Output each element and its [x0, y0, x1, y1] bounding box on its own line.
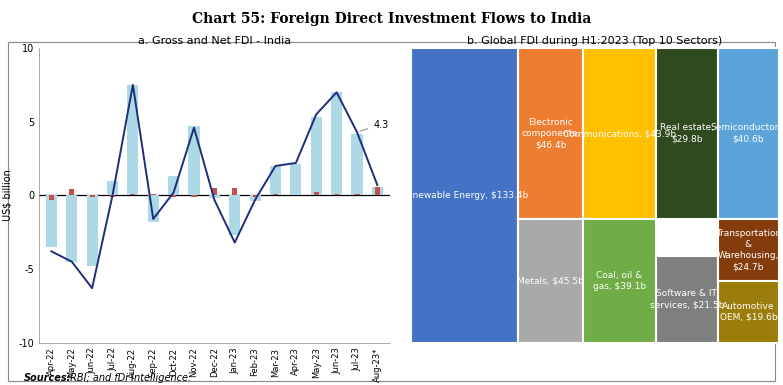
- Text: 4.3: 4.3: [359, 120, 388, 131]
- Total: [128, 83, 138, 87]
- Bar: [49, 196, 54, 200]
- Bar: [273, 194, 278, 196]
- Total: [108, 193, 117, 198]
- Total: [230, 240, 240, 245]
- Line: Total: Total: [52, 85, 377, 288]
- Bar: [718, 219, 779, 281]
- Bar: [372, 187, 383, 196]
- Total: [169, 190, 179, 195]
- Title: a. Gross and Net FDI - India: a. Gross and Net FDI - India: [138, 36, 291, 46]
- Bar: [583, 219, 656, 343]
- Total: [332, 90, 341, 95]
- Bar: [89, 196, 95, 197]
- Bar: [518, 219, 583, 343]
- Bar: [171, 196, 176, 197]
- Bar: [270, 166, 281, 196]
- Total: [149, 217, 158, 221]
- Bar: [86, 196, 98, 266]
- Bar: [110, 196, 115, 197]
- Bar: [718, 281, 779, 343]
- Bar: [253, 196, 258, 197]
- Bar: [718, 48, 779, 219]
- Bar: [107, 181, 118, 196]
- Total: [271, 164, 280, 168]
- Total: [291, 161, 301, 165]
- Text: RBI; and fDi Intelligence.: RBI; and fDi Intelligence.: [67, 373, 191, 383]
- Total: [88, 286, 97, 290]
- Text: Automotive
OEM, $19.6b: Automotive OEM, $19.6b: [720, 302, 778, 322]
- Bar: [314, 192, 319, 196]
- Total: [210, 198, 219, 202]
- Bar: [331, 92, 342, 196]
- Text: Semiconductors,
$40.6b: Semiconductors, $40.6b: [710, 124, 783, 144]
- Bar: [189, 126, 200, 196]
- Bar: [352, 134, 363, 196]
- Bar: [375, 187, 380, 196]
- Bar: [233, 188, 237, 196]
- Bar: [656, 48, 718, 219]
- Text: Chart 55: Foreign Direct Investment Flows to India: Chart 55: Foreign Direct Investment Flow…: [192, 12, 591, 25]
- Text: Renewable Energy, $133.4b: Renewable Energy, $133.4b: [401, 191, 528, 200]
- Title: b. Global FDI during H1:2023 (Top 10 Sectors): b. Global FDI during H1:2023 (Top 10 Sec…: [467, 36, 723, 46]
- Text: Sources:: Sources:: [23, 373, 71, 383]
- Bar: [150, 194, 156, 196]
- Bar: [311, 117, 322, 196]
- Text: Real estate,
$29.8b: Real estate, $29.8b: [660, 124, 713, 144]
- Bar: [130, 194, 135, 196]
- Bar: [66, 196, 78, 262]
- Total: [373, 183, 382, 187]
- Bar: [69, 189, 74, 196]
- Bar: [148, 196, 159, 222]
- Total: [312, 112, 321, 117]
- Bar: [290, 164, 301, 196]
- Bar: [209, 196, 220, 198]
- Bar: [250, 196, 261, 201]
- Text: Software & IT
services, $21.5b: Software & IT services, $21.5b: [650, 289, 724, 309]
- Total: [47, 249, 56, 254]
- Bar: [355, 194, 359, 196]
- Text: Metals, $45.5b: Metals, $45.5b: [517, 276, 584, 285]
- Bar: [192, 196, 197, 197]
- Bar: [334, 194, 339, 196]
- Total: [189, 126, 199, 130]
- Bar: [229, 196, 240, 235]
- Total: [352, 130, 362, 134]
- Bar: [411, 48, 518, 343]
- Text: Electronic
components,
$46.4b: Electronic components, $46.4b: [521, 118, 580, 149]
- Y-axis label: US$ billion: US$ billion: [3, 169, 13, 221]
- Total: [251, 198, 260, 202]
- Text: Coal, oil &
gas, $39.1b: Coal, oil & gas, $39.1b: [593, 271, 646, 291]
- Bar: [583, 48, 656, 219]
- Bar: [656, 256, 718, 343]
- Bar: [128, 85, 139, 196]
- Total: [67, 259, 77, 264]
- Text: Communications, $43.9b: Communications, $43.9b: [563, 129, 677, 138]
- Text: Transportation
&
Warehousing,
$24.7b: Transportation & Warehousing, $24.7b: [716, 229, 781, 271]
- Bar: [212, 188, 217, 196]
- Bar: [168, 176, 179, 196]
- Bar: [518, 48, 583, 219]
- Bar: [45, 196, 57, 247]
